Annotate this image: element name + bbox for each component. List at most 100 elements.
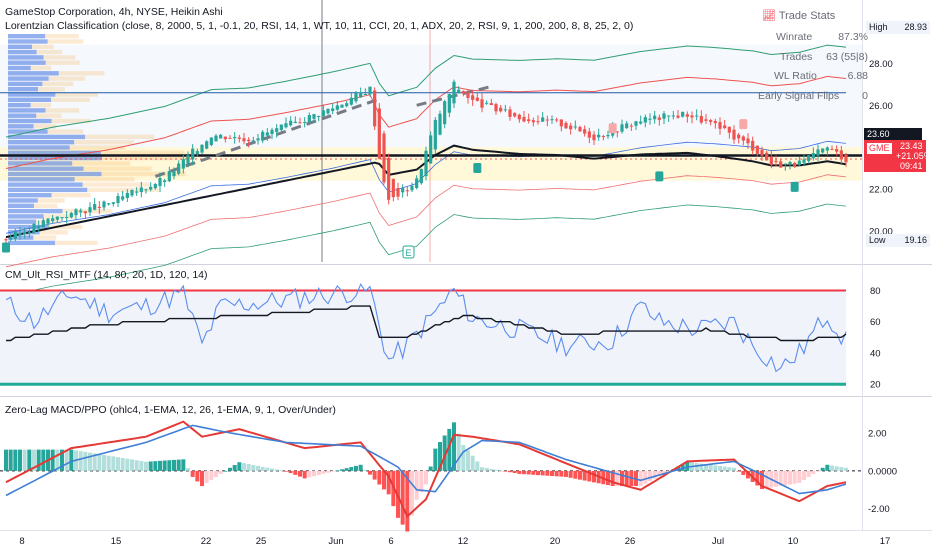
histogram-bar: [503, 470, 508, 472]
price-tag: GME 23.43 +21.05% 09:41: [864, 140, 932, 172]
candle-body: [695, 115, 699, 117]
candle-body: [429, 135, 433, 164]
histogram-bar: [148, 461, 153, 471]
stat-label: Winrate: [776, 31, 813, 43]
volume-profile-bar: [72, 161, 131, 166]
rsi-panel-title[interactable]: CM_Ult_RSI_MTF (14, 80, 20, 1D, 120, 14): [5, 269, 208, 281]
candle-body: [569, 125, 573, 130]
histogram-bar: [8, 449, 13, 471]
time-tick-label: Jul: [712, 536, 724, 547]
histogram-bar: [475, 461, 480, 471]
candle-body: [573, 126, 577, 128]
volume-profile-bar: [8, 124, 34, 129]
histogram-bar: [657, 470, 662, 477]
histogram-bar: [260, 466, 265, 471]
last-line-tag: 23.60: [864, 128, 922, 141]
histogram-bar: [825, 464, 830, 471]
histogram-bar: [162, 460, 167, 471]
histogram-bar: [181, 459, 186, 471]
volume-profile-bar: [47, 129, 84, 134]
rsi-pane[interactable]: [0, 283, 847, 386]
histogram-bar: [778, 470, 783, 486]
symbol-badge: GME: [867, 143, 892, 154]
candle-body: [704, 119, 708, 121]
stat-row-winrate: Winrate 87.3%: [758, 31, 868, 43]
volume-profile-bar: [8, 150, 101, 155]
volume-profile-bar: [48, 76, 86, 81]
candle-body: [349, 97, 353, 105]
volume-profile-bar: [30, 65, 52, 71]
histogram-bar: [386, 470, 391, 495]
candle-body: [111, 202, 115, 204]
buy-signal-marker: [655, 171, 664, 182]
candle-body: [620, 124, 624, 132]
candle-body: [377, 108, 381, 159]
volume-profile-bar: [8, 92, 56, 97]
histogram-bar: [512, 470, 517, 474]
candle-body: [765, 152, 769, 161]
candle-body: [158, 177, 162, 187]
histogram-bar: [134, 460, 139, 471]
volume-profile-bar: [8, 108, 46, 113]
candle-body: [200, 144, 204, 153]
histogram-bar: [405, 470, 410, 532]
volume-profile-bar: [8, 193, 52, 198]
histogram-bar: [158, 460, 162, 471]
candle-body: [186, 155, 190, 164]
histogram-bar: [265, 467, 270, 471]
rsi-mtf-line: [6, 305, 847, 342]
candle-body: [405, 190, 409, 192]
candle-body: [769, 156, 773, 165]
histogram-bar: [638, 470, 643, 486]
candle-body: [615, 131, 619, 133]
volume-profile-bar: [51, 193, 91, 198]
histogram-bar: [494, 469, 498, 471]
histogram-bar: [102, 454, 106, 471]
macd-panel-title[interactable]: Zero-Lag MACD/PPO (ohlc4, 1-EMA, 12, 26,…: [5, 404, 336, 416]
histogram-bar: [498, 470, 503, 472]
histogram-bar: [414, 470, 419, 500]
candle-body: [18, 233, 22, 236]
histogram-bar: [274, 469, 279, 471]
candle-body: [424, 150, 428, 177]
volume-profile-bar: [33, 235, 57, 240]
candle-body: [513, 113, 517, 117]
chart-title: GameStop Corporation, 4h, NYSE, Heikin A…: [5, 6, 223, 18]
candle-body: [41, 220, 45, 228]
candle-body: [233, 136, 237, 139]
macd-pane[interactable]: [0, 420, 862, 532]
upper-inner-band: [5, 75, 847, 169]
stat-value: 87.3%: [838, 31, 868, 43]
candle-body: [415, 178, 419, 189]
volume-profile-bar: [74, 140, 134, 145]
candle-body: [396, 187, 400, 197]
histogram-bar: [624, 470, 629, 486]
candle-body: [205, 141, 209, 149]
candle-body: [517, 114, 521, 120]
candle-body: [541, 117, 545, 122]
candle-body: [79, 210, 83, 213]
histogram-bar: [666, 470, 671, 472]
volume-profile-bar: [33, 124, 57, 129]
rsi-tick-label: 40: [870, 348, 881, 359]
volume-profile-bar: [8, 44, 33, 49]
candle-body: [83, 211, 87, 214]
candle-body: [844, 154, 848, 163]
candle-body: [559, 119, 563, 127]
volume-profile-bar: [55, 92, 98, 97]
candle-body: [807, 155, 811, 162]
price-pane[interactable]: E: [0, 0, 862, 297]
indicator-legend[interactable]: Lorentzian Classification (close, 8, 200…: [5, 20, 634, 32]
histogram-bar: [741, 470, 746, 475]
macd-tick-label: -2.00: [868, 504, 890, 515]
histogram-bar: [648, 470, 652, 482]
volume-profile-bar: [43, 55, 76, 60]
histogram-bar: [284, 470, 288, 472]
candle-body: [335, 105, 339, 110]
candle-body: [438, 113, 442, 135]
candle-body: [307, 115, 311, 123]
volume-profile-bar: [36, 113, 62, 118]
candle-body: [387, 157, 391, 200]
candle-body: [181, 159, 185, 169]
